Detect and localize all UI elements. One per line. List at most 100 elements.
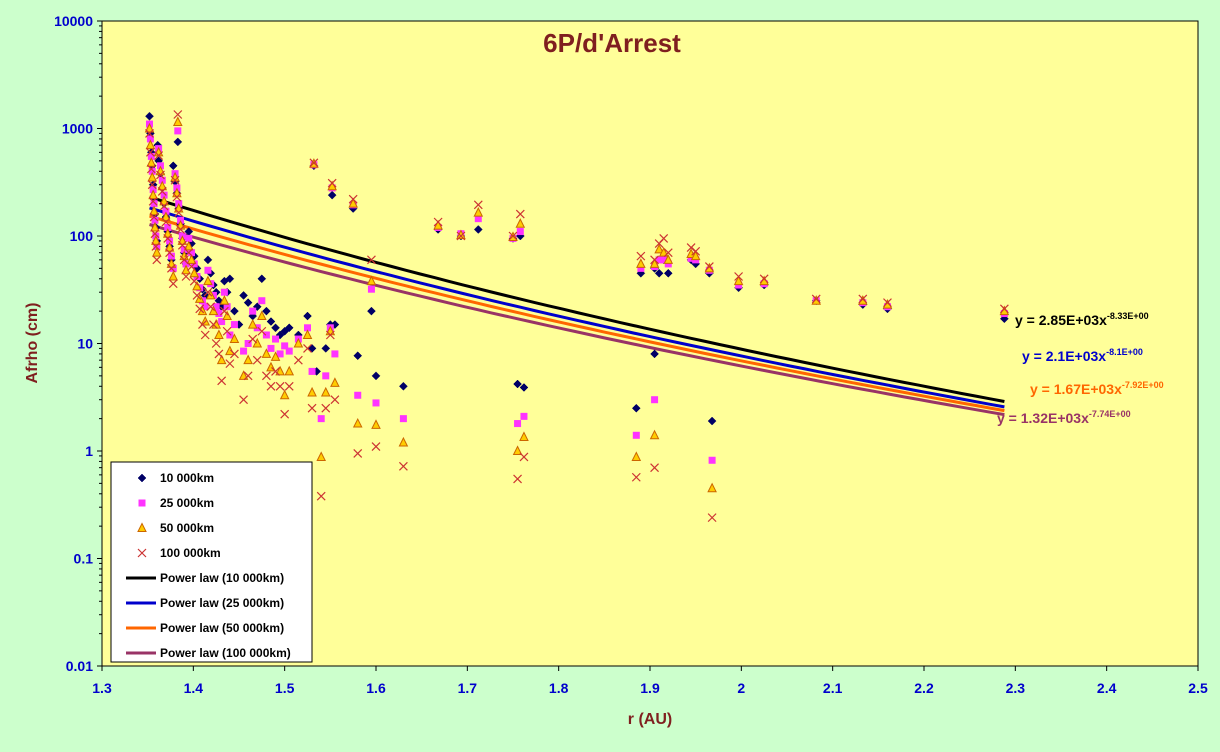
data-point (261, 371, 271, 381)
data-point (660, 256, 668, 264)
ticks-layer: 0.01 0.1 1 10 100 1000 10000 1.3 1.4 1.5 1.6 1.7 1.8… (54, 13, 1208, 696)
data-point (169, 264, 177, 272)
data-point (145, 128, 154, 138)
data-point (650, 349, 659, 359)
x-tick-label: 2.5 (1188, 680, 1208, 696)
data-point (309, 158, 319, 168)
data-point (733, 275, 744, 286)
legend-label: Power law (25 000km) (160, 596, 284, 610)
fit-line (149, 214, 1005, 413)
data-point (203, 255, 213, 265)
data-point (184, 248, 194, 258)
data-point (272, 335, 280, 343)
data-point (163, 233, 173, 243)
data-point (637, 264, 645, 272)
data-point (217, 376, 227, 386)
fit-line (149, 223, 1005, 417)
data-point (307, 386, 317, 397)
data-point (243, 354, 253, 365)
data-point (348, 198, 358, 208)
data-point (284, 323, 294, 333)
data-point (399, 381, 408, 391)
data-point (473, 225, 483, 234)
data-point (320, 386, 331, 397)
data-point (164, 223, 172, 231)
data-point (658, 247, 669, 257)
legend-label: 100 000km (160, 546, 221, 560)
data-point (147, 180, 157, 190)
legend-marker (137, 473, 147, 483)
data-point (173, 137, 183, 147)
data-point (433, 217, 443, 227)
data-point (150, 221, 160, 232)
data-point (222, 326, 232, 336)
data-point (238, 370, 249, 380)
data-point (201, 303, 209, 311)
data-point (152, 255, 162, 265)
data-point (371, 442, 381, 451)
data-point (167, 252, 175, 260)
data-point (166, 258, 177, 268)
data-point (145, 147, 155, 157)
data-point (284, 365, 295, 376)
legend-marker (137, 548, 147, 558)
data-point (303, 311, 312, 321)
data-point (398, 461, 408, 471)
data-point (240, 347, 248, 355)
legend-marker (137, 522, 147, 532)
data-point (327, 190, 337, 200)
data-point (858, 294, 868, 304)
data-point (174, 208, 184, 218)
data-point (145, 111, 154, 121)
data-point (214, 349, 224, 359)
data-point (214, 329, 224, 339)
data-point (230, 321, 238, 329)
data-point (655, 256, 663, 264)
data-point (275, 365, 285, 376)
data-point (185, 234, 193, 242)
data-point (164, 241, 175, 252)
data-point (654, 268, 664, 278)
data-point (226, 331, 234, 339)
data-points (144, 110, 1010, 523)
data-point (148, 189, 158, 200)
data-point (223, 303, 231, 311)
data-point (708, 456, 716, 464)
data-point (321, 344, 331, 353)
data-point (284, 381, 294, 391)
data-point (257, 274, 267, 284)
data-point (691, 246, 701, 256)
data-point (515, 218, 526, 228)
y-axis-title: Afrho (cm) (24, 303, 41, 384)
data-point (519, 431, 529, 441)
data-point (690, 250, 701, 261)
data-point (331, 350, 339, 358)
data-point (219, 295, 230, 305)
data-point (170, 175, 180, 185)
x-tick-label: 2.1 (823, 680, 843, 696)
data-point (399, 415, 407, 423)
x-tick-label: 1.6 (366, 680, 386, 696)
data-point (654, 243, 664, 254)
data-point (519, 452, 529, 462)
data-point (266, 317, 276, 326)
data-point (348, 194, 358, 204)
data-point (398, 436, 409, 447)
data-point (218, 318, 226, 326)
data-point (663, 268, 673, 278)
data-point (252, 337, 263, 348)
y-tick-label: 1 (85, 443, 93, 459)
data-point (148, 196, 158, 206)
data-point (513, 474, 522, 484)
data-point (252, 355, 262, 365)
x-axis-title: r (AU) (628, 711, 672, 728)
data-point (157, 180, 168, 191)
data-point (151, 216, 159, 224)
data-point (293, 355, 303, 365)
data-point (515, 209, 525, 219)
data-point (316, 491, 326, 501)
data-point (165, 248, 175, 258)
data-point (243, 298, 253, 307)
data-point (189, 267, 200, 278)
data-point (632, 431, 640, 439)
